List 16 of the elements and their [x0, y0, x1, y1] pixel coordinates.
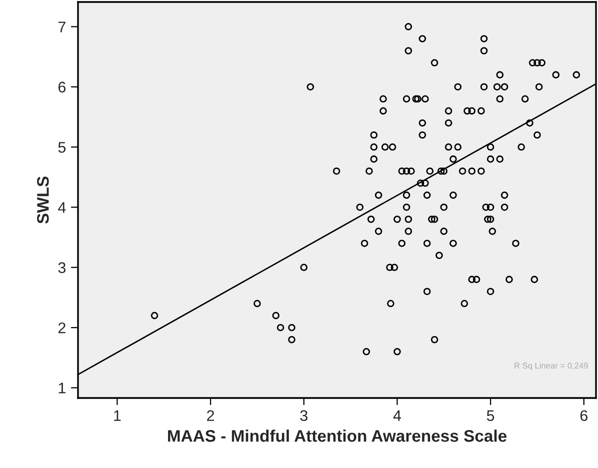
x-tick-label: 2	[207, 410, 214, 421]
x-tick-label: 5	[486, 410, 494, 422]
x-tick-label: 4	[393, 410, 401, 421]
x-tick-label: 1	[114, 410, 121, 421]
y-tick-label: 2	[58, 322, 66, 334]
annotation: R Sq Linear = 0,249	[514, 362, 588, 370]
y-tick-label: 5	[58, 142, 66, 153]
y-axis-title: SWLS	[37, 176, 49, 224]
y-tick-label: 3	[58, 262, 66, 274]
x-axis-title: MAAS - Mindful Attention Awareness Scale	[168, 430, 507, 442]
y-tick-label: 1	[58, 382, 66, 394]
y-tick-label: 6	[58, 82, 66, 93]
y-tick-label: 7	[58, 22, 66, 32]
x-tick-label: 6	[580, 410, 588, 422]
y-tick-label: 4	[58, 202, 66, 213]
x-tick-label: 3	[300, 410, 308, 422]
